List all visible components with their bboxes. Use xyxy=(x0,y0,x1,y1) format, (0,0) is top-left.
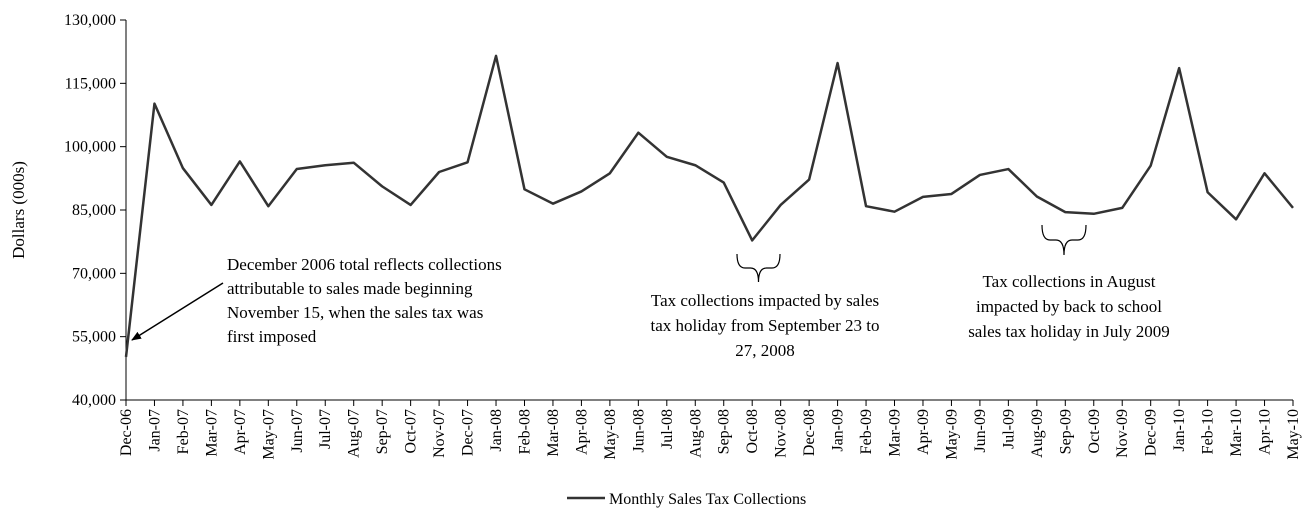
x-axis: Dec-06 Jan-07 Feb-07 Mar-07 Apr-07 May-07 Jun-… xyxy=(118,399,1302,460)
x-tick-label: Oct-07 xyxy=(403,409,420,453)
y-tick-label: 130,000 xyxy=(64,12,116,29)
x-tick-label: Sep-08 xyxy=(716,409,733,454)
x-tick-label: May-08 xyxy=(602,409,619,460)
legend: Monthly Sales Tax Collections xyxy=(567,491,806,508)
x-tick-label: Mar-08 xyxy=(545,409,562,457)
y-tick-label: 40,000 xyxy=(72,392,116,409)
x-tick-label: Jul-09 xyxy=(1000,409,1017,449)
x-tick-label: May-10 xyxy=(1285,409,1302,460)
x-tick-label: Feb-08 xyxy=(516,409,533,454)
x-tick-label: Oct-08 xyxy=(744,409,761,453)
annotation-text: November 15, when the sales tax was xyxy=(227,303,483,322)
x-tick-label: Nov-07 xyxy=(431,409,448,458)
x-tick-label: Apr-10 xyxy=(1257,409,1274,455)
x-tick-label: Feb-07 xyxy=(175,409,192,454)
x-tick-label: Apr-07 xyxy=(232,409,249,455)
annotation-text: impacted by back to school xyxy=(976,297,1162,316)
series-line xyxy=(124,54,1294,358)
x-tick-label: Aug-07 xyxy=(346,409,363,458)
annotation-brace xyxy=(736,253,781,283)
x-tick-label: Aug-09 xyxy=(1029,409,1046,458)
x-tick-label: Dec-06 xyxy=(118,409,135,456)
annotations: December 2006 total reflects collections… xyxy=(131,224,1170,360)
annotation-text: sales tax holiday in July 2009 xyxy=(968,322,1170,341)
annotation-text: tax holiday from September 23 to xyxy=(651,316,880,335)
y-tick-label: 115,000 xyxy=(65,75,116,92)
x-tick-label: Jul-08 xyxy=(659,409,676,449)
y-axis: 40,000 55,000 70,000 85,000 100,000 115,000 13… xyxy=(64,12,127,409)
x-tick-label: Oct-09 xyxy=(1086,409,1103,453)
x-tick-label: Mar-07 xyxy=(203,409,220,457)
x-tick-label: Jan-09 xyxy=(830,409,847,452)
x-tick-label: Sep-07 xyxy=(374,409,391,454)
y-axis-title: Dollars (000s) xyxy=(9,161,28,259)
x-tick-label: Jan-07 xyxy=(146,409,163,452)
x-tick-label: Mar-10 xyxy=(1228,409,1245,457)
x-tick-label: Nov-09 xyxy=(1114,409,1131,458)
x-tick-label: Dec-08 xyxy=(801,409,818,456)
y-tick-label: 100,000 xyxy=(64,139,116,156)
x-tick-label: Apr-09 xyxy=(915,409,932,455)
x-tick-label: Apr-08 xyxy=(573,409,590,455)
series-layer xyxy=(124,54,1294,358)
x-tick-label: Feb-09 xyxy=(858,409,875,454)
annotation-text: Tax collections impacted by sales xyxy=(651,291,879,310)
x-tick-label: Jun-07 xyxy=(289,409,306,453)
annotation-arrow xyxy=(131,282,224,341)
x-tick-label: Dec-09 xyxy=(1143,409,1160,456)
annotation-text: first imposed xyxy=(227,327,317,346)
annotation-text: Tax collections in August xyxy=(982,272,1155,291)
y-tick-label: 85,000 xyxy=(72,202,116,219)
x-tick-label: Nov-08 xyxy=(773,409,790,458)
x-tick-label: Mar-09 xyxy=(887,409,904,457)
x-tick-label: Jul-07 xyxy=(317,409,334,449)
annotation-text: December 2006 total reflects collections xyxy=(227,255,502,274)
x-tick-label: May-07 xyxy=(260,409,277,460)
x-tick-label: Sep-09 xyxy=(1057,409,1074,454)
annotation-text: 27, 2008 xyxy=(735,341,795,360)
y-tick-label: 70,000 xyxy=(72,265,116,282)
x-tick-label: May-09 xyxy=(943,409,960,460)
x-tick-label: Jun-08 xyxy=(630,409,647,453)
x-tick-label: Jun-09 xyxy=(972,409,989,453)
x-tick-label: Aug-08 xyxy=(687,409,704,458)
legend-label: Monthly Sales Tax Collections xyxy=(609,491,806,508)
x-tick-label: Feb-10 xyxy=(1200,409,1217,454)
annotation-brace xyxy=(1041,224,1087,256)
annotation-text: attributable to sales made beginning xyxy=(227,279,473,298)
y-tick-label: 55,000 xyxy=(72,329,116,346)
x-tick-label: Dec-07 xyxy=(460,409,477,456)
x-tick-label: Jan-10 xyxy=(1171,409,1188,452)
x-tick-label: Jan-08 xyxy=(488,409,505,452)
